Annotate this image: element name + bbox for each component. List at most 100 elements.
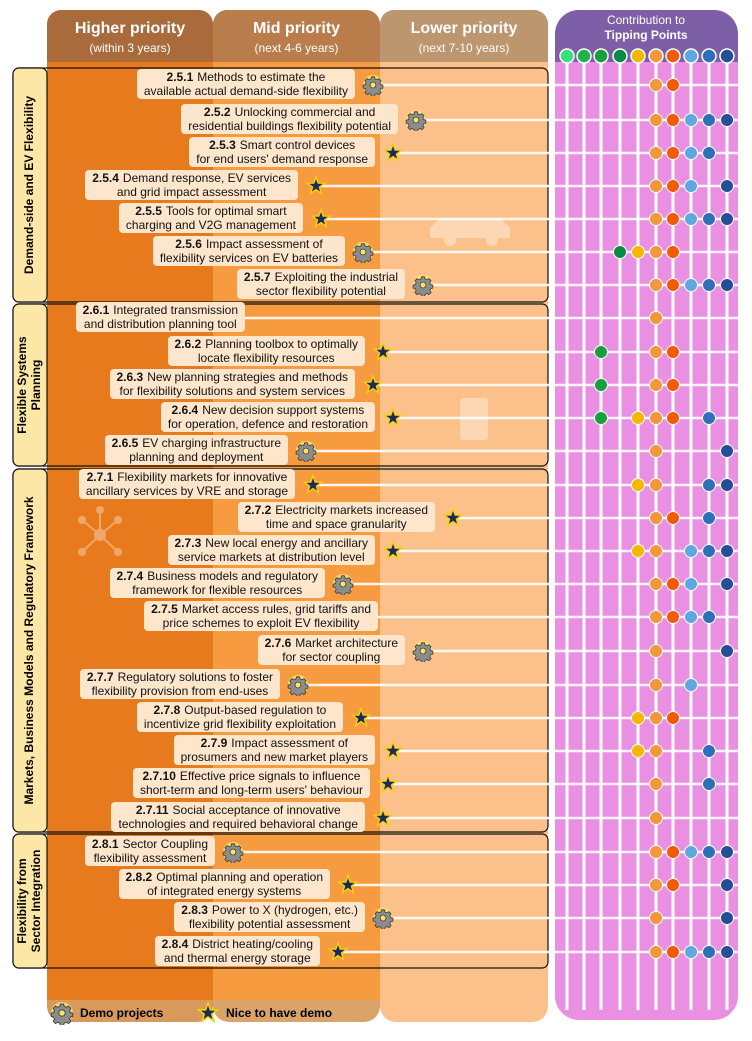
- item-text: prosumers and new market players: [180, 750, 368, 764]
- contribution-dot: [702, 146, 716, 160]
- item-id: 2.6.5: [111, 436, 139, 450]
- contribution-dot: [666, 711, 680, 725]
- contribution-dot: [649, 278, 663, 292]
- contribution-dot: [649, 878, 663, 892]
- item-text: EV charging infrastructure: [142, 436, 281, 450]
- item-id: 2.7.5: [151, 602, 178, 616]
- tipping-point: [719, 48, 735, 64]
- contribution-dot: [594, 345, 608, 359]
- item-line: 2.5.1 Methods to estimate the: [144, 70, 348, 84]
- contribution-dot: [720, 212, 734, 226]
- item-line: 2.7.7 Regulatory solutions to foster: [87, 670, 273, 684]
- contribution-dot: [702, 511, 716, 525]
- tipping-point: [593, 48, 609, 64]
- contribution-dot: [631, 544, 645, 558]
- contribution-dot: [649, 113, 663, 127]
- item-text: flexibility assessment: [93, 851, 207, 865]
- demo-icon: [222, 841, 244, 863]
- item-line: 2.8.2 Optimal planning and operation: [126, 870, 323, 884]
- legend-label: Demo projects: [80, 1006, 164, 1020]
- item-line: 2.5.4 Demand response, EV services: [92, 171, 291, 185]
- item-text: incentivize grid flexibility exploitatio…: [143, 717, 336, 731]
- section-label: Demand-side and EV Flexibility: [22, 96, 36, 274]
- tipping-point: [559, 48, 575, 64]
- section-label: Markets, Business Models and Regulatory …: [22, 496, 36, 804]
- contribution-dot: [720, 577, 734, 591]
- section-label: Planning: [29, 360, 43, 411]
- item-id: 2.6.3: [116, 370, 144, 384]
- column-subtitle: (next 7-10 years): [419, 41, 510, 55]
- column-title: Higher priority: [75, 20, 185, 37]
- item-text: New local energy and ancillary: [205, 536, 368, 550]
- demo-icon: [352, 241, 374, 263]
- contribution-dot: [666, 845, 680, 859]
- col-header: [213, 40, 380, 62]
- item-line: 2.5.2 Unlocking commercial and: [188, 105, 391, 119]
- contribution-dot: [649, 644, 663, 658]
- contribution-dot: [684, 113, 698, 127]
- item-text: charging and V2G management: [125, 218, 296, 232]
- item-text: Regulatory solutions to foster: [117, 670, 273, 684]
- item-text: Methods to estimate the: [197, 70, 326, 84]
- contribution-dot: [649, 212, 663, 226]
- contribution-dot: [684, 610, 698, 624]
- contribution-dot: [631, 245, 645, 259]
- item-line: 2.5.3 Smart control devices: [196, 138, 368, 152]
- item-box: 2.6.1 Integrated transmission and distribu…: [75, 302, 245, 332]
- item-box: 2.7.6 Market architecture for sector coupl…: [257, 635, 405, 665]
- contribution-dot: [613, 245, 627, 259]
- contribution-dot: [702, 113, 716, 127]
- item-line: 2.7.6 Market architecture: [265, 636, 398, 650]
- item-box: 2.6.2 Planning toolbox to optimally locate…: [167, 336, 365, 366]
- item-text: Business models and regulatory: [147, 569, 318, 583]
- contribution-dot: [649, 146, 663, 160]
- item-text: District heating/cooling: [192, 937, 313, 951]
- item-id: 2.7.9: [200, 736, 228, 750]
- item-id: 2.6.1: [82, 303, 110, 317]
- item-text: flexibility provision from end-uses: [91, 684, 269, 698]
- item-box: 2.7.3 New local energy and ancillary servi…: [167, 535, 375, 565]
- section-tab: [12, 833, 48, 969]
- item-text: time and space granularity: [265, 517, 407, 531]
- column-subtitle: (next 4-6 years): [254, 41, 338, 55]
- item-id: 2.6.2: [174, 337, 202, 351]
- item-box: 2.8.2 Optimal planning and operation of in…: [118, 869, 330, 899]
- contribution-dot: [649, 245, 663, 259]
- col-header: [380, 40, 548, 62]
- contribution-dot: [631, 711, 645, 725]
- item-text: for sector coupling: [282, 650, 381, 664]
- item-text: Demand response, EV services: [122, 171, 291, 185]
- item-id: 2.7.7: [86, 670, 114, 684]
- item-id: 2.5.2: [203, 105, 231, 119]
- item-text: New decision support systems: [202, 403, 365, 417]
- demo-icon: [362, 74, 384, 96]
- section-label: Flexible Systems: [15, 336, 29, 434]
- contribution-dot: [666, 146, 680, 160]
- contribution-dot: [666, 345, 680, 359]
- item-text: Market access rules, grid tariffs and: [181, 602, 371, 616]
- col-header: [47, 40, 213, 62]
- contribution-dot: [684, 945, 698, 959]
- item-text: Planning toolbox to optimally: [205, 337, 358, 351]
- item-box: 2.6.3 New planning strategies and methods…: [109, 369, 355, 399]
- item-id: 2.7.3: [174, 536, 202, 550]
- item-text: residential buildings flexibility potent…: [188, 119, 391, 133]
- item-text: for operation, defence and restoration: [167, 417, 368, 431]
- section-label: Sector Integration: [29, 850, 43, 953]
- contribution-dot: [649, 911, 663, 925]
- item-box: 2.7.8 Output-based regulation to incentivi…: [136, 702, 343, 732]
- item-text: available actual demand-side flexibility: [143, 84, 348, 98]
- contribution-dot: [720, 444, 734, 458]
- item-box: 2.5.4 Demand response, EV services and gri…: [85, 170, 298, 200]
- item-text: Unlocking commercial and: [234, 105, 376, 119]
- item-text: flexibility potential assessment: [188, 917, 351, 931]
- item-box: 2.5.6 Impact assessment of flexibility ser…: [152, 236, 345, 266]
- item-id: 2.5.3: [209, 138, 236, 152]
- item-text: for flexibility solutions and system ser…: [119, 384, 345, 398]
- contribution-dot: [649, 610, 663, 624]
- item-id: 2.5.6: [175, 237, 202, 251]
- item-box: 2.7.10 Effective price signals to influen…: [132, 768, 370, 798]
- demo-icon: [50, 1001, 74, 1025]
- item-box: 2.7.7 Regulatory solutions to foster flexi…: [79, 669, 280, 699]
- item-line: 2.6.2 Planning toolbox to optimally: [175, 337, 358, 351]
